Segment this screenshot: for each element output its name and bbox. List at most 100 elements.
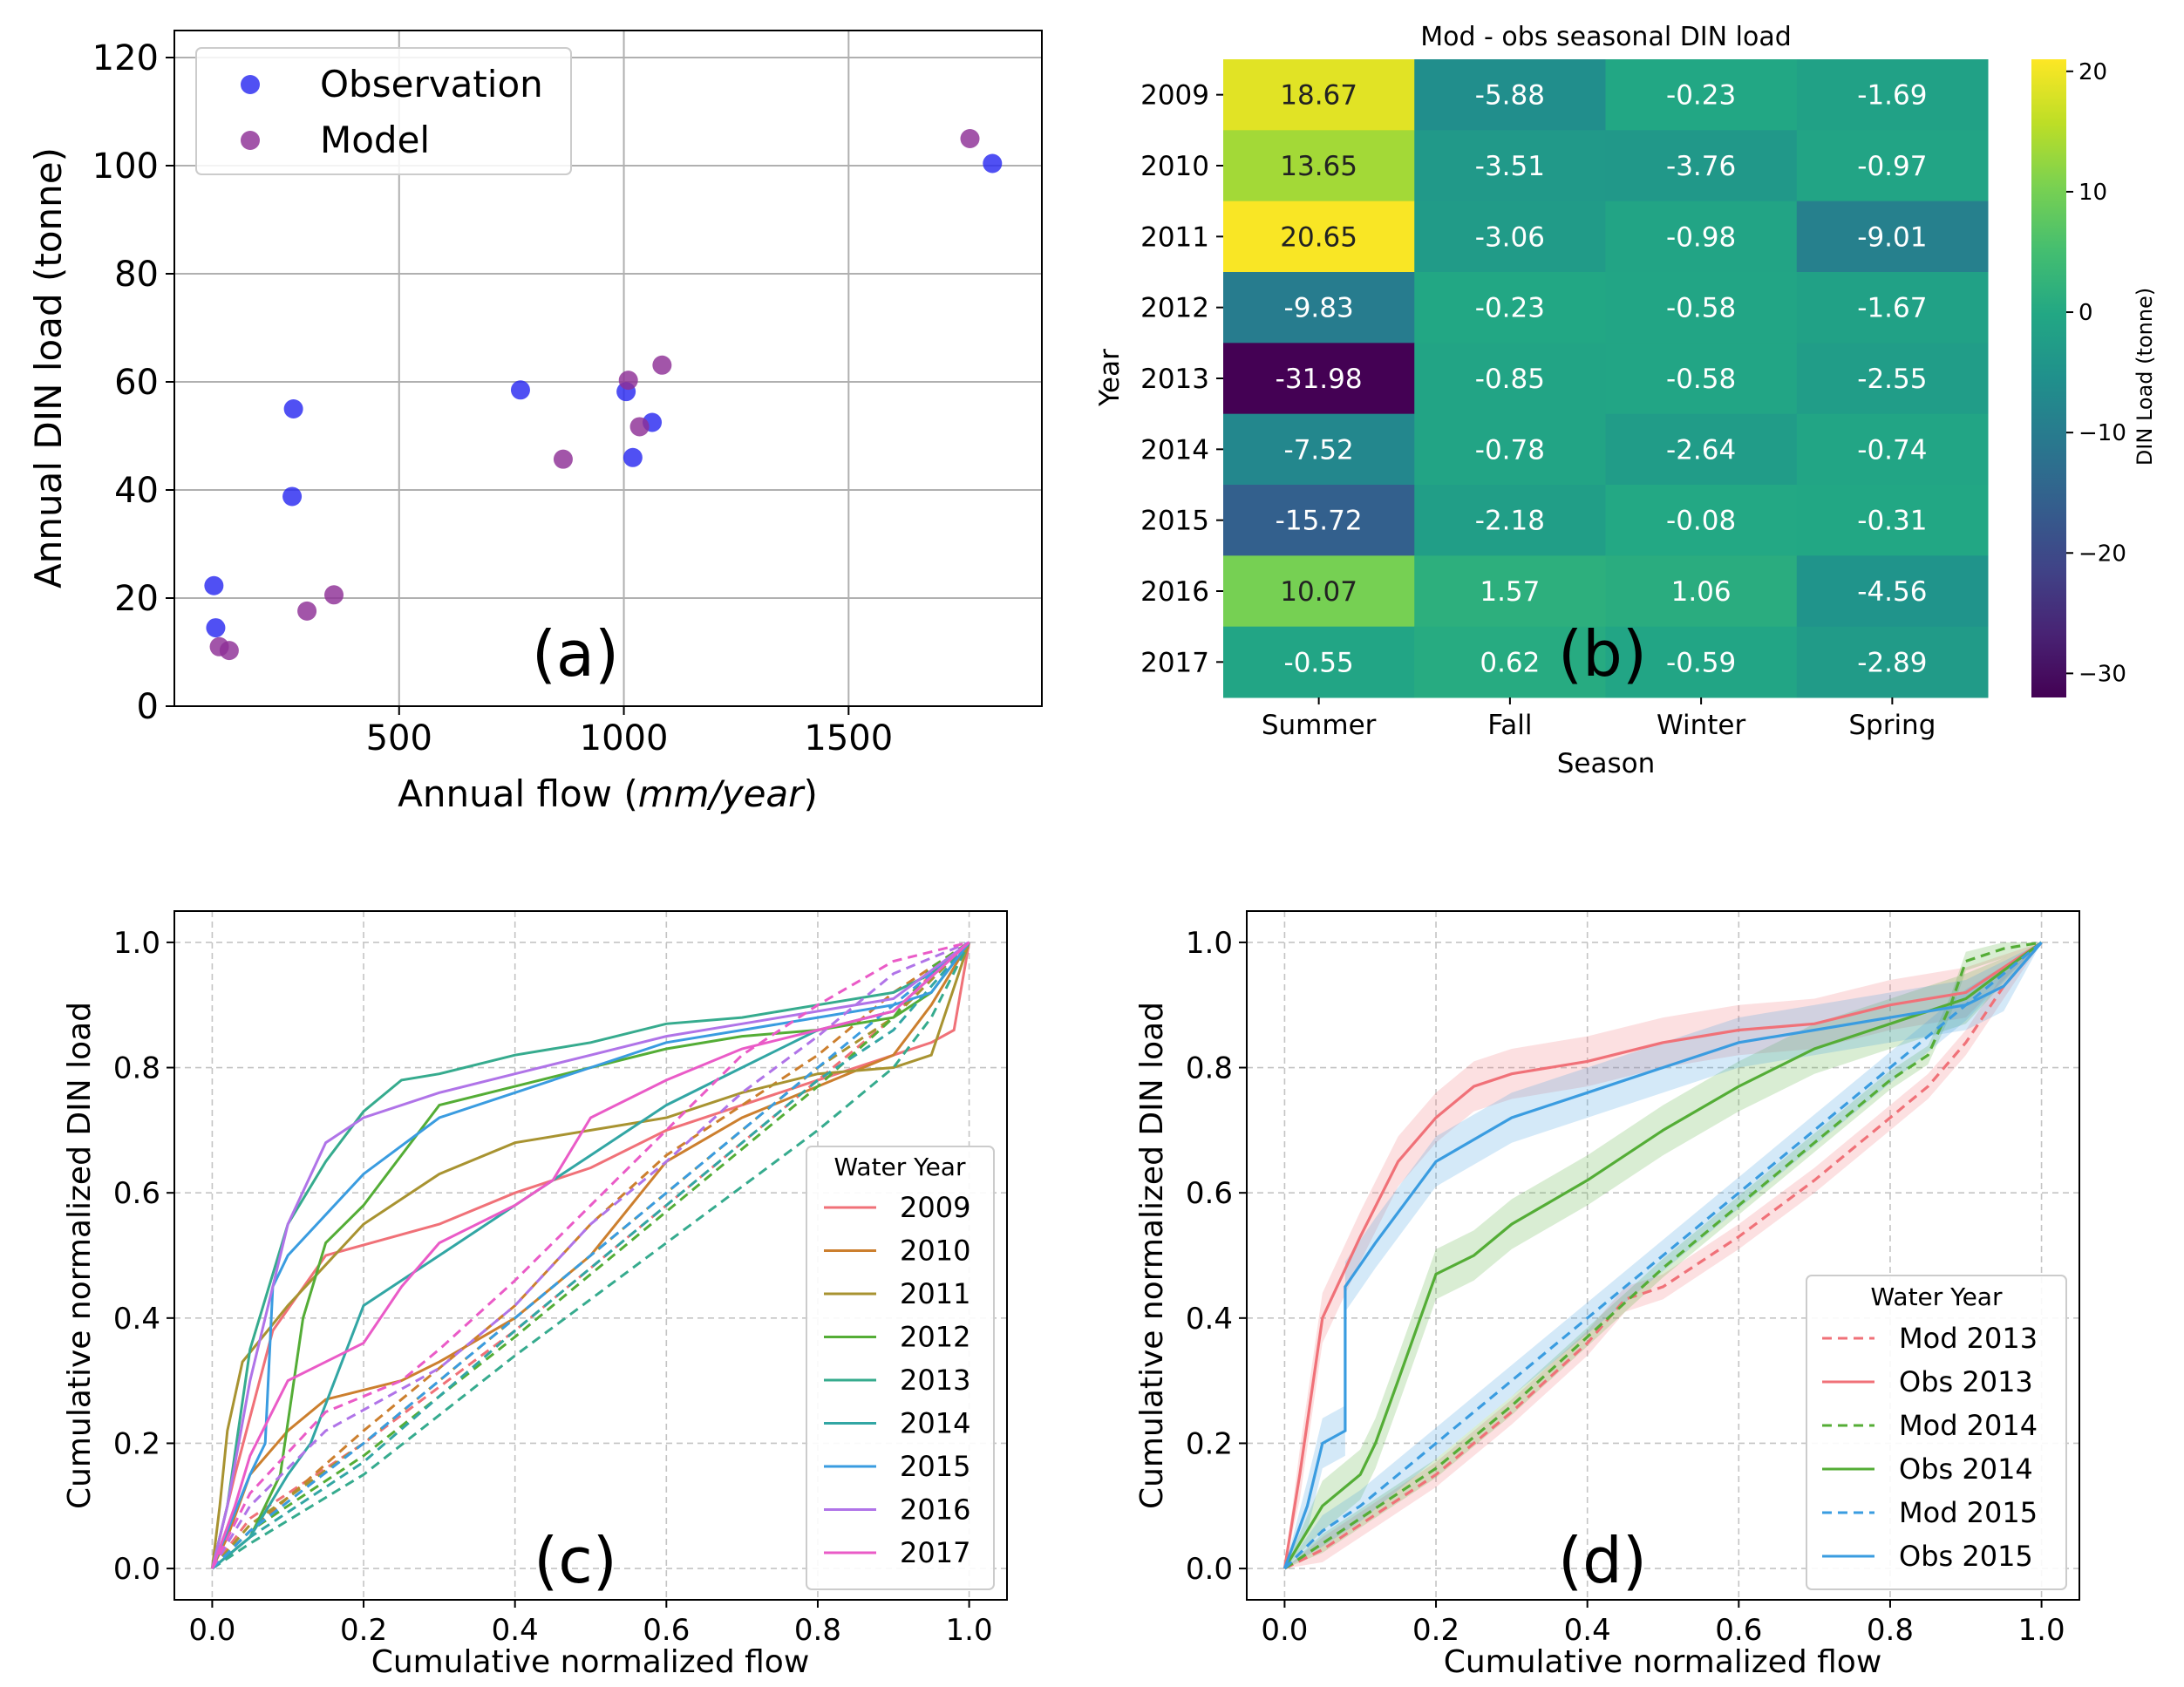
- a-ytick-label: 20: [114, 579, 159, 619]
- xtick-label: 0.6: [643, 1613, 690, 1648]
- panel-a-label: (a): [532, 617, 619, 690]
- panel-d-legend-box: [1806, 1275, 2067, 1590]
- heatmap-cell: [1414, 626, 1606, 698]
- heatmap-cell: [1605, 555, 1798, 628]
- panel-d-xlabel: Cumulative normalized flow: [1444, 1644, 1882, 1680]
- xtick-label: 1.0: [2018, 1613, 2065, 1648]
- ytick-label: 0.8: [1186, 1051, 1233, 1086]
- panel-a-points: [204, 129, 1003, 661]
- panel-c-frame: [173, 910, 1008, 1601]
- ytick-label: 0.4: [1186, 1302, 1233, 1337]
- scatter-point-observation: [206, 618, 226, 638]
- panel-d-frame: [1246, 910, 2080, 1601]
- heatmap-cell-label: -15.72: [1276, 506, 1363, 537]
- line-obs-2013: [1283, 941, 2043, 1569]
- heatmap-cell: [1605, 130, 1798, 202]
- heatmap-cell: [1414, 59, 1606, 131]
- heatmap-cell: [1414, 201, 1606, 273]
- panel-a-ylabel: Annual DIN load (tonne): [27, 147, 70, 588]
- b-ytick-label: 2011: [1140, 221, 1209, 253]
- colorbar-tick-label: 20: [2079, 59, 2107, 85]
- b-xtick-label: Winter: [1657, 710, 1745, 741]
- heatmap-cell: [1796, 130, 1989, 202]
- heatmap-cell: [1414, 343, 1606, 415]
- legend-label-2013: 2013: [900, 1364, 970, 1397]
- legend-label-2009: 2009: [900, 1191, 970, 1224]
- scatter-point-model: [652, 355, 672, 375]
- heatmap-cell-label: -0.59: [1666, 647, 1736, 678]
- ytick-label: 0.2: [1186, 1426, 1233, 1461]
- heatmap-cell-label: 1.06: [1671, 576, 1732, 608]
- heatmap-cell-label: 13.65: [1280, 151, 1357, 182]
- panel-a-xlabel: Annual flow (mm/year): [398, 772, 818, 815]
- heatmap-cell-label: -9.01: [1857, 221, 1927, 253]
- heatmap-cell-label: 1.57: [1480, 576, 1540, 608]
- colorbar-gradient: [2031, 59, 2066, 697]
- scatter-point-model: [297, 601, 317, 621]
- heatmap-cell: [1223, 59, 1415, 131]
- heatmap-cell: [1223, 130, 1415, 202]
- heatmap-cell: [1796, 272, 1989, 344]
- panel-c-ylabel: Cumulative normalized DIN load: [62, 1002, 98, 1509]
- legend-label-obs-2015: Obs 2015: [1899, 1540, 2033, 1573]
- panel-d-lines: 0.0 0.2 0.4 0.6 0.8 1.0 0.0 0.2 0.4 0.6 0.8 1.0 Cum…: [1134, 910, 2080, 1680]
- legend-label-mod-2014: Mod 2014: [1899, 1409, 2038, 1442]
- a-xtick-label: 500: [366, 718, 432, 758]
- heatmap-cell: [1223, 343, 1415, 415]
- a-ytick-label: 100: [92, 146, 159, 187]
- a-ytick-label: 120: [92, 38, 159, 78]
- b-ytick-label: 2014: [1140, 434, 1209, 466]
- heatmap-cell-label: -0.23: [1666, 80, 1736, 112]
- xtick-label: 0.0: [1261, 1613, 1308, 1648]
- colorbar-label: DIN Load (tonne): [2133, 288, 2157, 466]
- scatter-point-observation: [623, 447, 643, 467]
- panel-a-scatter: 500 1000 1500 0 20 40 60 80 100 120 Annual flow (…: [27, 30, 1043, 815]
- heatmap-cell-label: -0.08: [1666, 506, 1736, 537]
- line-mod-2013: [1283, 941, 2043, 1570]
- heatmap-cell-label: -2.18: [1475, 506, 1545, 537]
- heatmap-cell: [1223, 413, 1415, 486]
- heatmap-cell-label: -1.67: [1857, 293, 1927, 324]
- panel-a-frame: [173, 30, 1043, 707]
- heatmap-cell-label: -3.51: [1475, 151, 1545, 182]
- heatmap-cell-label: -2.64: [1666, 434, 1736, 466]
- line-obs-2011: [210, 942, 971, 1569]
- line-mod-2014: [1283, 941, 2042, 1570]
- line-obs-2015: [1283, 941, 2043, 1569]
- legend-label-2010: 2010: [900, 1235, 970, 1268]
- scatter-point-observation: [283, 399, 303, 418]
- ytick-label: 1.0: [113, 926, 160, 961]
- a-xtick-label: 1000: [580, 718, 669, 758]
- line-mod-2015: [1283, 941, 2043, 1570]
- panel-b-label: (b): [1558, 617, 1647, 690]
- scatter-point-observation: [983, 153, 1003, 173]
- legend-label-2011: 2011: [900, 1277, 970, 1310]
- heatmap-cell: [1605, 485, 1798, 556]
- heatmap-cell-label: -4.56: [1857, 576, 1927, 608]
- heatmap-cell-label: -9.83: [1284, 293, 1354, 324]
- heatmap-cell: [1223, 626, 1415, 698]
- heatmap-cell-label: -5.88: [1475, 80, 1545, 112]
- heatmap-cell: [1796, 413, 1989, 486]
- heatmap-cell-label: -1.69: [1857, 80, 1927, 112]
- line-obs-2017: [210, 941, 970, 1569]
- panel-c-ticks: 0.0 0.2 0.4 0.6 0.8 1.0 0.0 0.2 0.4 0.6 0.8 1.0: [113, 926, 993, 1648]
- xtick-label: 0.2: [1412, 1613, 1459, 1648]
- heatmap-cell-label: 10.07: [1280, 576, 1357, 608]
- panel-c-lines: 0.0 0.2 0.4 0.6 0.8 1.0 0.0 0.2 0.4 0.6 0.8 1.0 Cum…: [62, 910, 1008, 1680]
- legend-label-2014: 2014: [900, 1407, 970, 1440]
- line-obs-2014: [1283, 941, 2043, 1569]
- legend-marker-model: [241, 131, 260, 150]
- line-obs-2015: [211, 941, 970, 1569]
- legend-label-2012: 2012: [900, 1321, 970, 1354]
- ytick-label: 0.0: [1186, 1552, 1233, 1587]
- panel-a-ticks: 500 1000 1500 0 20 40 60 80 100 120: [92, 38, 894, 758]
- colorbar-ticks: 20 10 0 −10 −20 −30: [2066, 59, 2126, 687]
- scatter-point-observation: [510, 380, 530, 400]
- heatmap-cell-label: -0.58: [1666, 293, 1736, 324]
- b-xtick-label: Spring: [1848, 710, 1936, 741]
- panel-a-xlabel-end: ): [803, 772, 817, 815]
- heatmap-cell-label: 18.67: [1280, 80, 1357, 112]
- panel-b-heatmap: Mod - obs seasonal DIN load 18.67 -5.88 -0…: [1094, 22, 2157, 779]
- heatmap-cell-label: -0.55: [1284, 647, 1354, 678]
